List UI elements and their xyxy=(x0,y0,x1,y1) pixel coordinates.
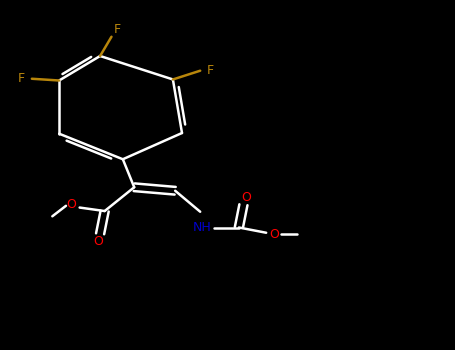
Text: O: O xyxy=(241,190,251,204)
Text: F: F xyxy=(207,64,214,77)
Text: F: F xyxy=(18,72,25,85)
Text: O: O xyxy=(66,198,76,211)
Text: NH: NH xyxy=(193,221,212,234)
Text: O: O xyxy=(269,228,279,241)
Text: O: O xyxy=(93,235,103,248)
Text: F: F xyxy=(114,23,121,36)
